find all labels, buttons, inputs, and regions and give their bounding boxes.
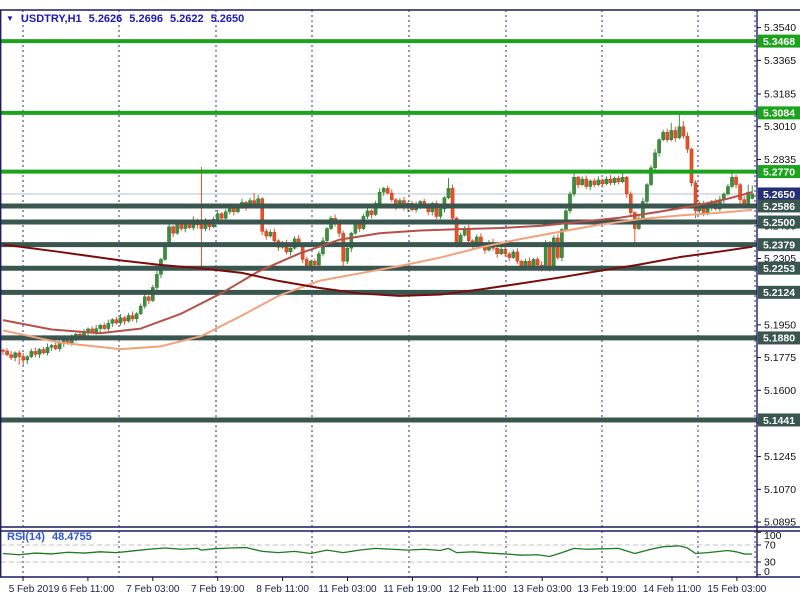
time-tick-label: 13 Feb 19:00	[578, 584, 637, 595]
price-tick-label: 5.1245	[764, 451, 796, 463]
price-badge-label: 5.1441	[763, 415, 795, 427]
moving-averages	[2, 191, 753, 351]
price-tick-label: 5.0895	[764, 517, 796, 529]
price-badge-label: 5.2500	[763, 217, 795, 229]
price-badge-label: 5.2770	[763, 166, 795, 178]
rsi-indicator-label: RSI(14) 48.4755	[7, 531, 96, 543]
ma-slow-line	[2, 208, 753, 351]
time-tick-label: 5 Feb 2019	[9, 584, 60, 595]
ma-mid-line	[2, 191, 753, 335]
time-tick-label: 8 Feb 11:00	[256, 584, 309, 595]
price-tick-label: 5.3365	[764, 55, 796, 67]
time-tick-label: 7 Feb 03:00	[126, 584, 180, 595]
candles	[1, 112, 755, 366]
price-badge-5.2379	[758, 238, 800, 252]
rsi-tick-label: 70	[764, 540, 776, 552]
price-badge-5.1441	[758, 413, 800, 427]
ohlc-low: 5.2622	[169, 13, 204, 25]
price-badge-5.2770	[758, 165, 800, 179]
price-tick-label: 5.2835	[764, 154, 796, 166]
price-badge-5.3084	[758, 106, 800, 120]
rsi-curve	[2, 545, 753, 558]
time-tick-label: 11 Feb 19:00	[383, 584, 442, 595]
price-tick-label: 5.1600	[764, 385, 796, 397]
price-badge-5.2650	[758, 187, 800, 201]
price-tick-label: 5.1775	[764, 352, 796, 364]
price-badge-label: 5.3468	[763, 36, 795, 48]
price-badge-5.2500	[758, 215, 800, 229]
price-tick-label: 5.1950	[764, 319, 796, 331]
sr-lines	[1, 39, 757, 423]
rsi-tick-label: 100	[764, 530, 782, 542]
price-badge-5.3468	[758, 34, 800, 48]
price-tick-label: 5.3010	[764, 121, 796, 133]
rsi-value: 48.4755	[51, 531, 92, 543]
time-tick-label: 11 Feb 03:00	[318, 584, 377, 595]
time-tick-label: 6 Feb 11:00	[62, 584, 115, 595]
price-axis: 5.35405.33655.31855.30105.28355.24805.23…	[757, 22, 796, 529]
ma-long-line	[2, 243, 753, 297]
rsi-pane	[1, 544, 757, 563]
price-tick-label: 5.3540	[764, 22, 796, 34]
time-axis: 5 Feb 2019 6 Feb 11:00 7 Feb 03:00 7 Feb 19…	[9, 577, 767, 595]
price-badge-label: 5.2379	[763, 239, 795, 251]
frame-borders	[0, 9, 800, 578]
price-tick-label: 5.1070	[764, 484, 796, 496]
symbol-dropdown-icon: ▼	[6, 13, 14, 23]
ohlc-high: 5.2696	[129, 13, 163, 25]
price-tick-label: 5.3185	[764, 89, 796, 101]
grid-lines	[22, 10, 756, 577]
price-badge-label: 5.1880	[763, 333, 795, 345]
time-tick-label: 15 Feb 03:00	[707, 584, 766, 595]
price-badge-label: 5.2586	[763, 201, 795, 213]
symbol-timeframe-label: USDTRY,H1	[20, 13, 82, 25]
time-tick-label: 14 Feb 11:00	[643, 584, 702, 595]
price-badge-label: 5.2253	[763, 263, 795, 275]
price-badge-5.2124	[758, 285, 800, 299]
rsi-tick-label: 30	[764, 557, 776, 569]
price-badge-5.2586	[758, 199, 800, 213]
rsi-tick-label: 0	[764, 566, 770, 578]
chart-header: ▼ USDTRY,H1 5.2626 5.2696 5.2622 5.2650	[6, 13, 246, 25]
time-tick-label: 7 Feb 19:00	[191, 584, 245, 595]
price-badge-label: 5.3084	[763, 108, 795, 120]
time-tick-label: 13 Feb 03:00	[513, 584, 572, 595]
ohlc-open: 5.2626	[88, 13, 123, 25]
price-badge-5.1880	[758, 331, 800, 345]
ohlc-close: 5.2650	[210, 13, 245, 25]
time-tick-label: 12 Feb 11:00	[448, 584, 507, 595]
price-badge-label: 5.2650	[763, 189, 795, 201]
price-badge-5.2253	[758, 261, 800, 275]
price-badge-label: 5.2124	[763, 287, 795, 299]
rsi-name: RSI(14)	[7, 531, 45, 543]
